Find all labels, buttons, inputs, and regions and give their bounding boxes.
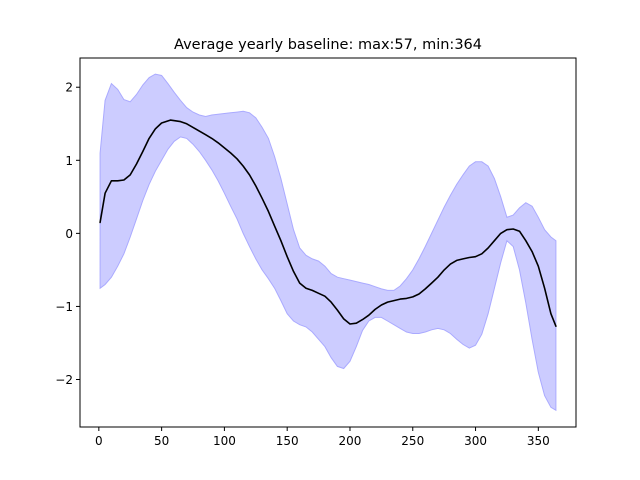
mean-series bbox=[99, 119, 557, 328]
x-tick-label: 250 bbox=[401, 434, 424, 448]
x-tick-label: 150 bbox=[276, 434, 299, 448]
y-axis-ticks: −2 −1 0 1 2 bbox=[55, 81, 80, 387]
x-tick-label: 200 bbox=[339, 434, 362, 448]
x-tick-label: 350 bbox=[527, 434, 550, 448]
plot-axes bbox=[79, 57, 577, 428]
y-tick-label: 0 bbox=[65, 227, 73, 241]
chart-title: Average yearly baseline: max:57, min:364 bbox=[174, 37, 482, 53]
mean-line bbox=[99, 119, 557, 328]
y-tick-label: 1 bbox=[65, 154, 73, 168]
axes-frame bbox=[79, 57, 577, 428]
x-axis-ticks: 0 50 100 150 200 250 300 350 bbox=[95, 427, 550, 448]
confidence-band bbox=[99, 73, 557, 412]
y-tick-label: −1 bbox=[55, 300, 73, 314]
y-tick-label: 2 bbox=[65, 81, 73, 95]
x-tick-label: 50 bbox=[154, 434, 169, 448]
x-tick-label: 300 bbox=[464, 434, 487, 448]
band-area bbox=[99, 73, 557, 412]
y-tick-label: −2 bbox=[55, 373, 73, 387]
x-tick-label: 100 bbox=[213, 434, 236, 448]
x-tick-label: 0 bbox=[95, 434, 103, 448]
